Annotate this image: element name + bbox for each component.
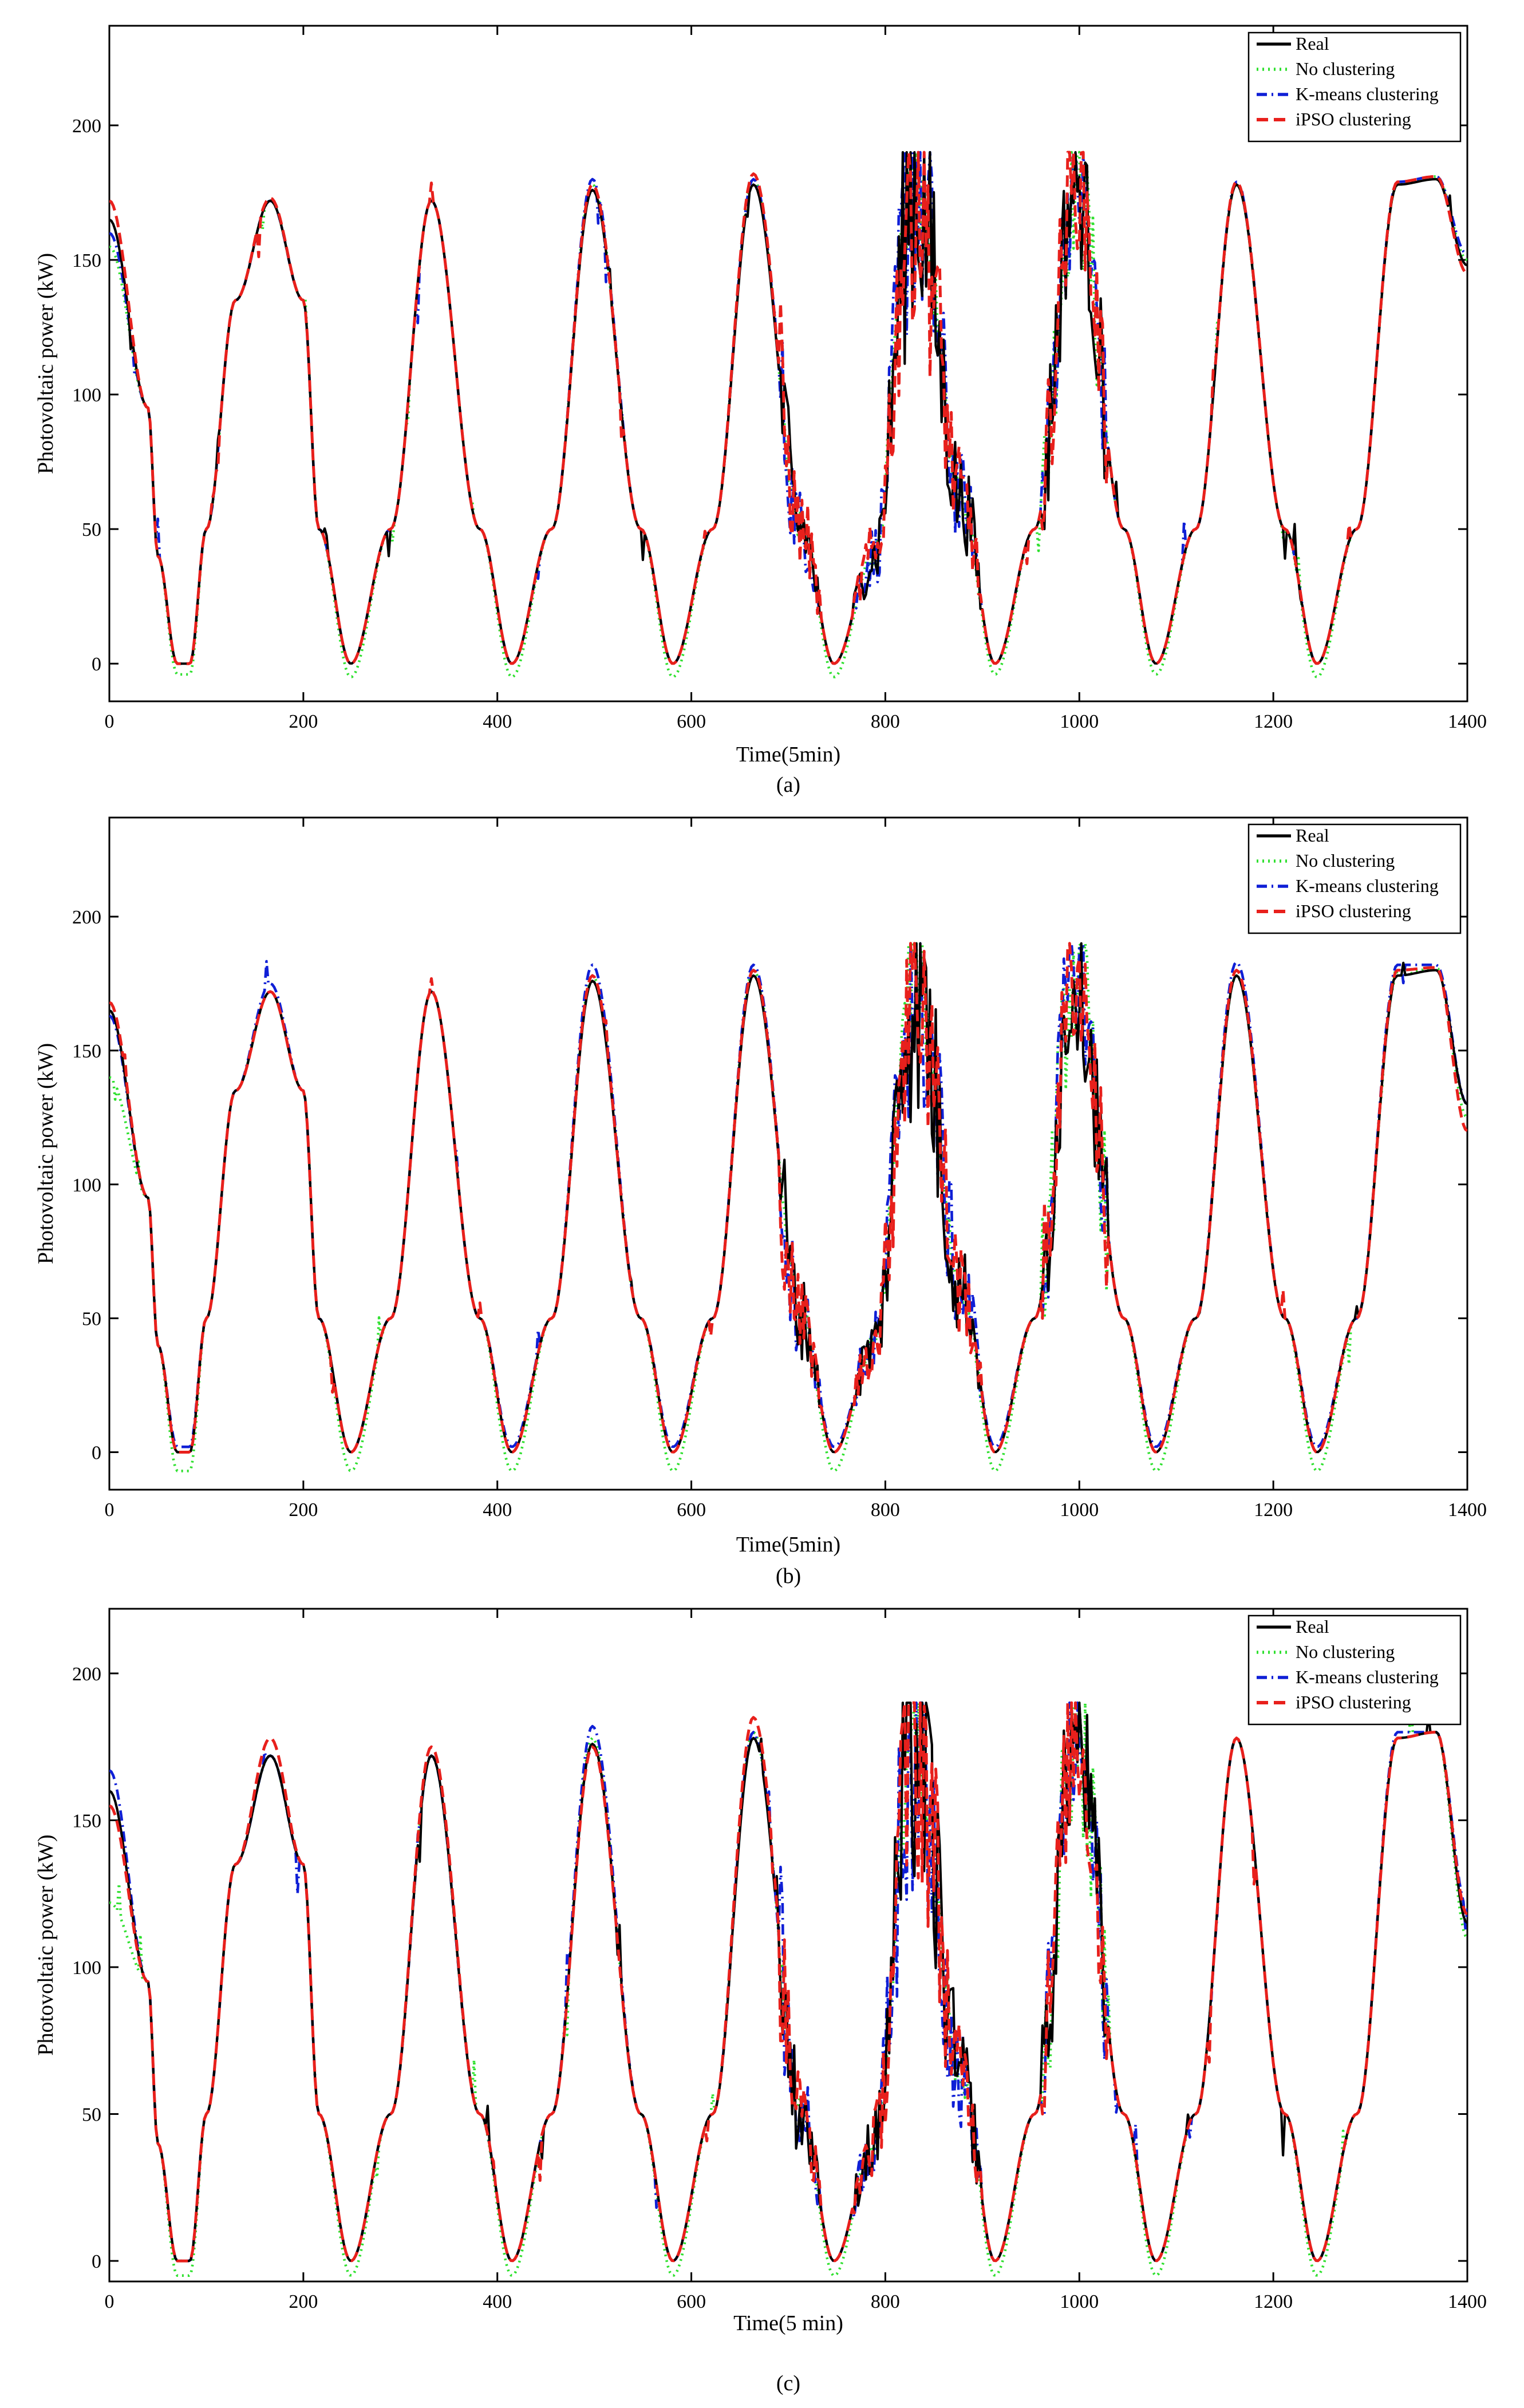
x-axis-title: Time(5min): [736, 1533, 840, 1557]
legend-box: [1247, 823, 1462, 934]
y-tick-label: 200: [72, 907, 101, 928]
y-tick-label: 200: [72, 116, 101, 137]
plot-frame: [108, 1608, 1468, 2283]
x-tick-label: 0: [105, 711, 115, 732]
x-tick-label: 400: [483, 1499, 512, 1521]
panel-caption: (c): [776, 2371, 800, 2395]
series-line-real: [109, 1702, 1467, 2263]
y-tick-label: 50: [82, 2105, 101, 2126]
legend-label-ipso-clustering: iPSO clustering: [1296, 109, 1411, 129]
y-tick-label: 200: [72, 1664, 101, 1685]
series-line-real: [109, 151, 1467, 665]
x-tick-label: 800: [871, 711, 900, 732]
legend-label-real: Real: [1296, 1616, 1329, 1637]
y-tick-label: 100: [72, 1175, 101, 1196]
x-tick-label: 1400: [1448, 2291, 1487, 2312]
x-tick-label: 1400: [1448, 711, 1487, 732]
legend-label-k-means-clustering: K-means clustering: [1296, 1667, 1439, 1687]
y-tick-label: 0: [92, 654, 101, 675]
y-tick-label: 0: [92, 2251, 101, 2272]
series-line-ipso-clustering: [109, 1701, 1467, 2263]
legend: Real No clustering K-means clustering iPSO …: [1247, 1614, 1462, 1726]
x-tick-label: 800: [871, 1499, 900, 1521]
x-axis-title: Time(5min): [736, 743, 840, 767]
y-tick-label: 50: [82, 519, 101, 540]
series-group: [109, 942, 1467, 1473]
legend-label-no-clustering: No clustering: [1296, 58, 1395, 79]
y-axis-title: Photovoltaic power (kW): [34, 1043, 58, 1264]
x-axis-title: Time(5 min): [733, 2311, 843, 2335]
y-axis-title: Photovoltaic power (kW): [34, 1834, 58, 2055]
series-line-ipso-clustering: [109, 151, 1467, 665]
x-tick-label: 1200: [1254, 711, 1293, 732]
plot-frame: [108, 25, 1468, 702]
x-tick-label: 600: [677, 2291, 706, 2312]
series-line-real: [109, 942, 1467, 1454]
series-line-k-means-clustering: [109, 942, 1467, 1454]
x-tick-label: 400: [483, 2291, 512, 2312]
x-tick-label: 200: [289, 711, 318, 732]
legend: Real No clustering K-means clustering iPSO …: [1247, 31, 1462, 143]
panel-caption: (a): [776, 773, 800, 797]
chart-panel-3: 0 200 400 600 800 1000 1200 1400 0 50 100 150 200 Tim…: [34, 1608, 1487, 2395]
x-tick-label: 1400: [1448, 1499, 1487, 1521]
x-tick-label: 1000: [1060, 711, 1099, 732]
x-tick-label: 200: [289, 2291, 318, 2312]
x-tick-label: 600: [677, 1499, 706, 1521]
x-tick-label: 1000: [1060, 1499, 1099, 1521]
legend-label-ipso-clustering: iPSO clustering: [1296, 1692, 1411, 1712]
x-tick-label: 0: [105, 2291, 115, 2312]
series-line-no-clustering: [109, 1695, 1467, 2277]
x-tick-label: 800: [871, 2291, 900, 2312]
chart-panel-2: 0 200 400 600 800 1000 1200 1400 0 50 100 150 200 Tim…: [34, 816, 1487, 1588]
x-tick-label: 1200: [1254, 1499, 1293, 1521]
y-tick-label: 100: [72, 385, 101, 406]
legend: Real No clustering K-means clustering iPSO …: [1247, 823, 1462, 934]
x-tick-label: 400: [483, 711, 512, 732]
panel-caption: (b): [776, 1564, 801, 1588]
legend-box: [1247, 1614, 1462, 1726]
y-tick-label: 0: [92, 1443, 101, 1464]
legend-label-real: Real: [1296, 825, 1329, 846]
legend-label-no-clustering: No clustering: [1296, 1641, 1395, 1662]
x-tick-label: 1200: [1254, 2291, 1293, 2312]
x-tick-label: 200: [289, 1499, 318, 1521]
legend-label-k-means-clustering: K-means clustering: [1296, 875, 1439, 896]
y-tick-label: 50: [82, 1309, 101, 1330]
x-tick-label: 0: [105, 1499, 115, 1521]
y-tick-label: 150: [72, 1810, 101, 1831]
legend-label-k-means-clustering: K-means clustering: [1296, 84, 1439, 104]
series-group: [109, 151, 1467, 678]
y-tick-label: 150: [72, 1041, 101, 1062]
legend-label-no-clustering: No clustering: [1296, 850, 1395, 871]
series-line-ipso-clustering: [109, 942, 1467, 1454]
series-group: [109, 1695, 1467, 2277]
series-line-no-clustering: [109, 942, 1467, 1473]
plot-frame: [108, 816, 1468, 1491]
legend-label-ipso-clustering: iPSO clustering: [1296, 901, 1411, 921]
legend-box: [1247, 31, 1462, 143]
x-tick-label: 600: [677, 711, 706, 732]
y-tick-label: 150: [72, 250, 101, 271]
series-line-k-means-clustering: [109, 1701, 1467, 2263]
x-tick-label: 1000: [1060, 2291, 1099, 2312]
y-axis-title: Photovoltaic power (kW): [34, 253, 58, 474]
chart-panel-1: 0 200 400 600 800 1000 1200 1400 0 50 100 150 200 Tim…: [34, 25, 1487, 797]
y-tick-label: 100: [72, 1957, 101, 1979]
legend-label-real: Real: [1296, 33, 1329, 54]
